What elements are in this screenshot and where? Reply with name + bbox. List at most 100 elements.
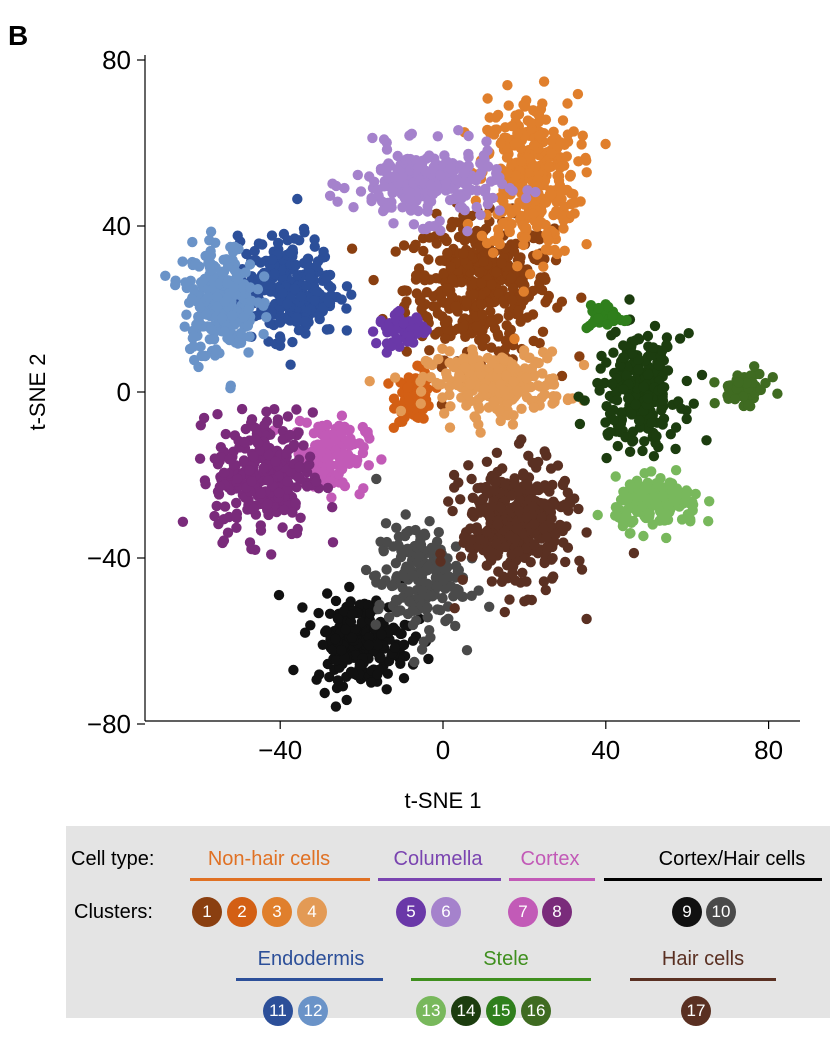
scatter-point (235, 328, 246, 339)
scatter-point (367, 132, 378, 144)
scatter-point (196, 350, 207, 362)
scatter-point (211, 291, 223, 302)
scatter-point (629, 335, 641, 346)
scatter-point (191, 319, 202, 330)
scatter-point (600, 417, 611, 428)
scatter-point (215, 442, 227, 453)
scatter-point (309, 295, 320, 306)
scatter-point (188, 331, 200, 342)
scatter-point (560, 556, 571, 568)
scatter-point (488, 129, 500, 140)
scatter-point (187, 236, 198, 248)
scatter-point (362, 599, 374, 611)
scatter-point (574, 418, 586, 430)
scatter-point (292, 270, 303, 281)
scatter-point (505, 324, 516, 335)
scatter-point (637, 445, 648, 457)
scatter-point (749, 361, 760, 372)
scatter-point (433, 527, 444, 538)
clusters-label: Clusters: (74, 901, 153, 923)
scatter-point (491, 447, 503, 458)
scatter-point (484, 510, 495, 521)
scatter-point (232, 473, 243, 484)
cluster-14-points (573, 294, 712, 464)
scatter-point (506, 207, 517, 219)
scatter-point (304, 451, 316, 462)
scatter-point (432, 131, 443, 142)
scatter-point (290, 498, 301, 509)
scatter-point (398, 318, 409, 329)
scatter-point (327, 644, 338, 656)
scatter-point (177, 256, 188, 267)
scatter-point (446, 222, 457, 233)
scatter-point (395, 658, 406, 669)
scatter-point (481, 560, 492, 571)
scatter-point (203, 291, 214, 303)
scatter-point (312, 286, 323, 297)
scatter-point (225, 241, 236, 253)
scatter-point (346, 243, 358, 254)
cluster-badge: 3 (262, 897, 292, 927)
scatter-point (288, 664, 299, 676)
scatter-point (573, 503, 584, 515)
scatter-point (403, 372, 414, 383)
scatter-point (324, 608, 336, 619)
scatter-point (444, 357, 455, 368)
legend-category-underline (236, 978, 383, 981)
scatter-point (258, 300, 269, 311)
scatter-point (287, 507, 298, 518)
scatter-point (339, 182, 350, 194)
scatter-point (644, 508, 655, 519)
scatter-point (690, 488, 701, 500)
scatter-point (341, 303, 352, 314)
x-tick-label: 80 (754, 735, 783, 765)
y-tick-label: 40 (102, 211, 131, 241)
scatter-point (737, 391, 749, 402)
scatter-point (244, 331, 255, 342)
scatter-point (380, 518, 392, 529)
scatter-point (614, 360, 626, 371)
scatter-point (528, 402, 540, 413)
scatter-point (354, 659, 365, 670)
scatter-point (366, 195, 377, 207)
scatter-point (418, 245, 429, 257)
scatter-point (474, 534, 486, 545)
scatter-point (212, 409, 223, 420)
scatter-point (435, 556, 446, 567)
legend-category-underline (604, 878, 822, 881)
scatter-point (299, 316, 311, 327)
scatter-point (518, 469, 529, 480)
scatter-point (442, 247, 453, 259)
scatter-point (612, 440, 623, 452)
scatter-point (607, 310, 618, 321)
scatter-point (542, 541, 553, 553)
scatter-point (512, 385, 523, 397)
scatter-point (326, 492, 337, 503)
scatter-point (431, 536, 443, 547)
scatter-point (506, 272, 517, 284)
scatter-point (618, 384, 629, 395)
scatter-point (263, 449, 275, 461)
scatter-point (458, 321, 469, 333)
scatter-point (301, 481, 313, 492)
scatter-point (409, 656, 420, 668)
scatter-point (621, 510, 632, 521)
scatter-point (240, 267, 251, 278)
scatter-point (252, 437, 264, 449)
scatter-point (402, 382, 413, 393)
scatter-point (441, 283, 453, 294)
scatter-point (530, 186, 541, 198)
scatter-point (681, 413, 692, 425)
scatter-point (661, 509, 672, 520)
scatter-point (504, 224, 515, 236)
scatter-point (398, 673, 410, 684)
scatter-point (562, 394, 574, 406)
scatter-point (367, 326, 379, 337)
scatter-point (285, 359, 296, 370)
scatter-point (222, 278, 233, 289)
scatter-point (336, 644, 347, 656)
scatter-point (662, 500, 674, 512)
scatter-point (478, 256, 489, 267)
scatter-point (475, 169, 486, 181)
scatter-point (424, 516, 435, 527)
